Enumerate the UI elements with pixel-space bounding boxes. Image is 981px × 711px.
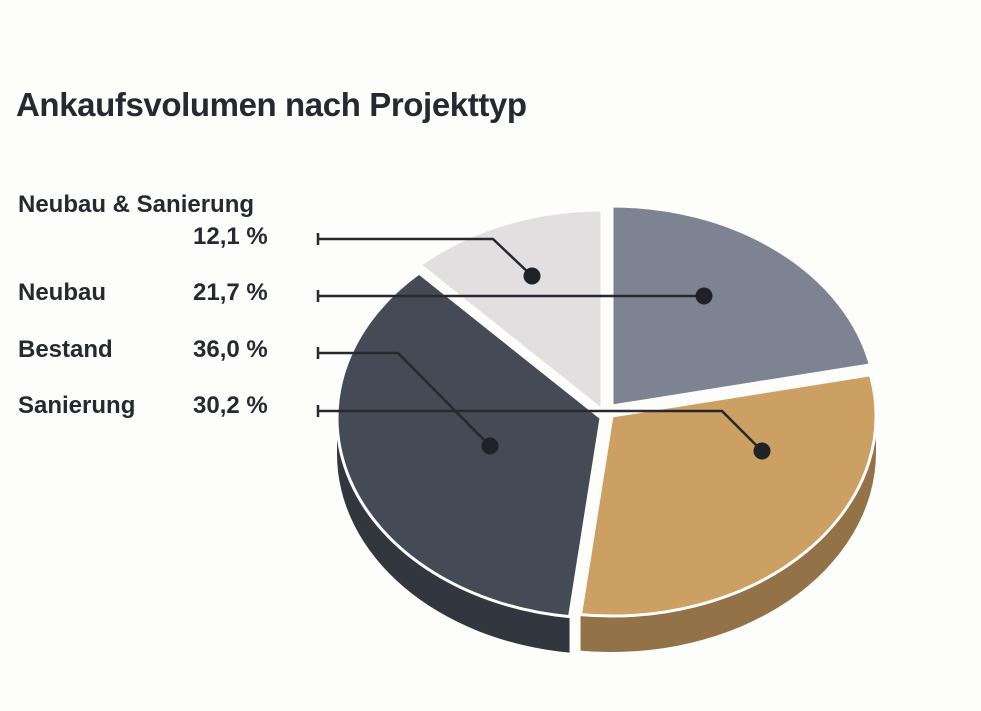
chart-title: Ankaufsvolumen nach Projekttyp [16, 86, 527, 123]
legend-label-bestand: Bestand [18, 336, 113, 363]
pie-side-bestand [337, 418, 570, 653]
leader-line-neubau-sanierung [318, 237, 533, 277]
leader-dot-neubau-sanierung [523, 267, 541, 285]
leader-dot-bestand [481, 437, 499, 455]
legend-value-neubau: 21,7 % [193, 279, 268, 306]
legend-label-neubau-sanierung: Neubau & Sanierung [18, 191, 255, 218]
legend-value-sanierung: 30,2 % [193, 392, 268, 419]
pie-slice-neubau [610, 204, 873, 408]
legend-value-bestand: 36,0 % [193, 336, 268, 363]
pie-slice-neubau-sanierung [417, 208, 604, 414]
leader-line-bestand [318, 351, 491, 447]
leader-dot-neubau [695, 287, 713, 305]
leader-lines [316, 233, 771, 460]
leader-dot-sanierung [753, 442, 771, 460]
legend-label-sanierung: Sanierung [18, 392, 136, 419]
pie-side-walls [337, 416, 877, 653]
legend-label-neubau: Neubau [18, 279, 107, 306]
pie-slice-sanierung [578, 373, 878, 618]
legend-value-neubau-sanierung: 12,1 % [193, 223, 268, 250]
pie-side-sanierung [580, 416, 877, 652]
leader-line-sanierung [318, 409, 763, 452]
